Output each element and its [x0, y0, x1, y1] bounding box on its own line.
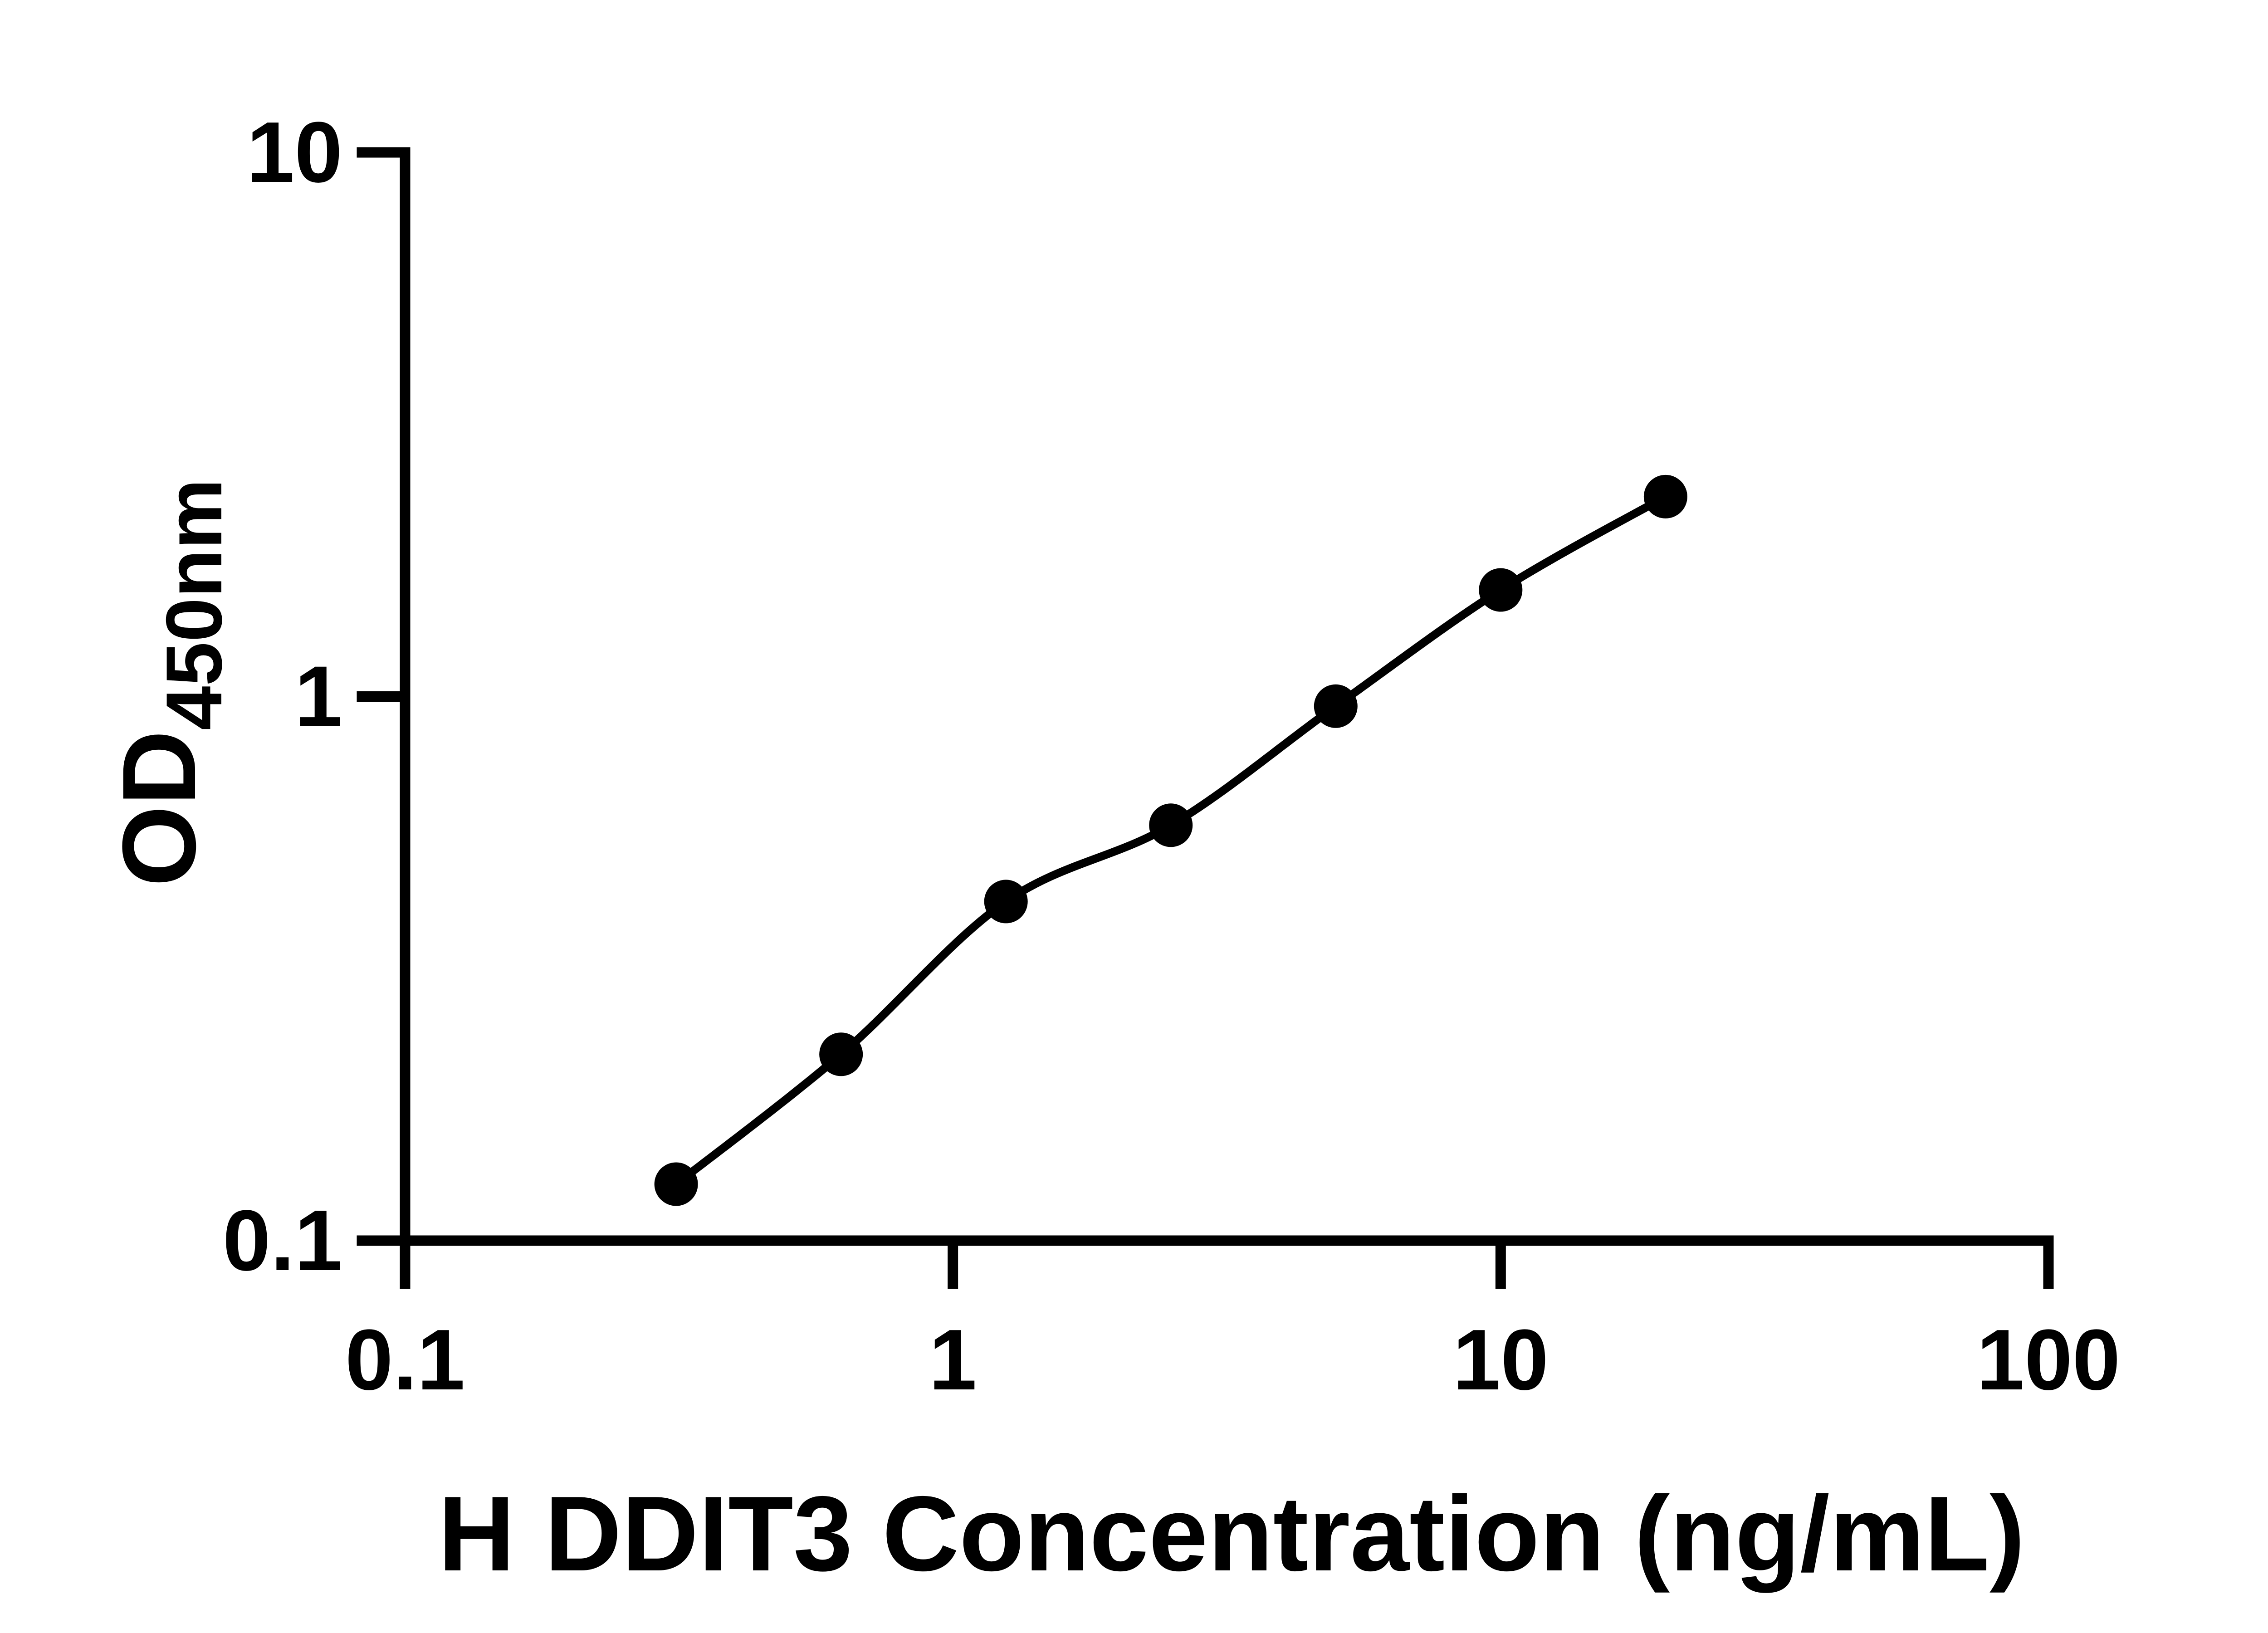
y-tick-label: 0.1 [223, 1193, 342, 1289]
data-point-marker [654, 1162, 698, 1206]
y-axis-title: OD450nm [101, 479, 239, 886]
data-point-marker [1479, 568, 1523, 612]
x-tick-label: 0.1 [345, 1312, 465, 1408]
x-axis-title: H DDIT3 Concentration (ng/mL) [438, 1474, 2025, 1593]
x-tick-label: 1 [929, 1312, 977, 1408]
axes [400, 147, 2054, 1246]
x-tick-label: 10 [1453, 1312, 1549, 1408]
data-point-marker [984, 880, 1028, 924]
x-tick-label: 100 [1976, 1312, 2120, 1408]
data-points [654, 474, 1687, 1206]
axis-ticks [357, 147, 2054, 1289]
data-point-marker [1314, 684, 1358, 728]
data-point-marker [819, 1032, 863, 1076]
y-axis-title-subscript: 450nm [150, 479, 239, 730]
data-point-marker [1643, 474, 1687, 518]
data-point-marker [1149, 803, 1193, 847]
y-axis-title-main: OD [101, 730, 217, 887]
y-tick-label: 1 [294, 649, 342, 745]
y-tick-labels: 0.1 1 10 [223, 104, 342, 1289]
y-tick-label: 10 [247, 104, 342, 200]
x-tick-labels: 0.1 1 10 100 [345, 1312, 2121, 1408]
